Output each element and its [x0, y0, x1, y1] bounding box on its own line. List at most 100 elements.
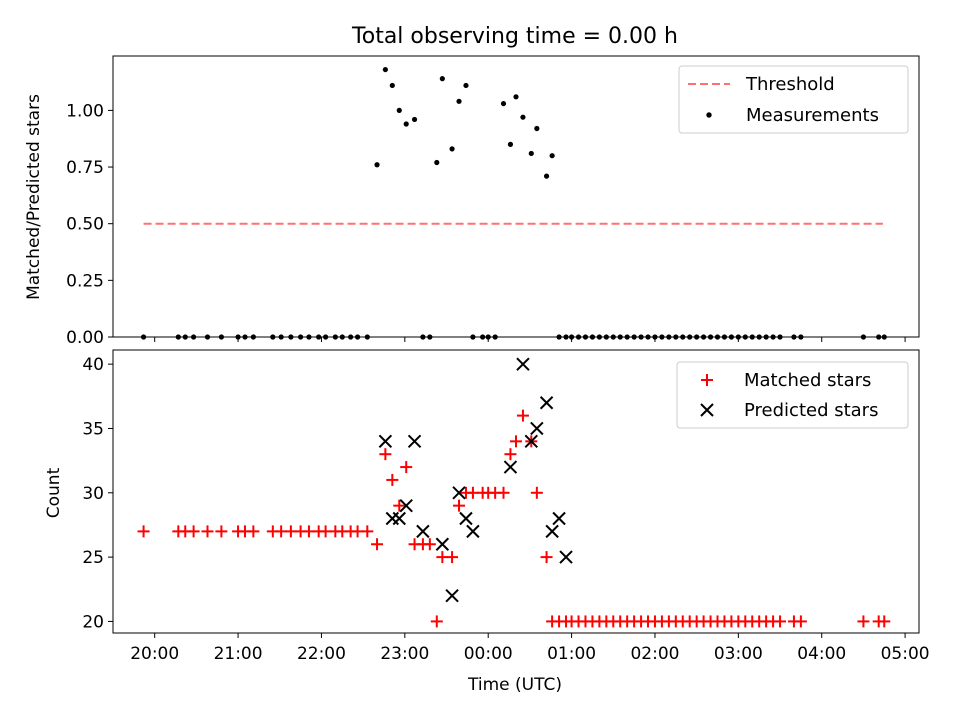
legend-matched-label: Matched stars: [744, 370, 871, 391]
measurement-point: [449, 146, 455, 152]
measurement-point: [420, 334, 426, 340]
predicted-star-point: [399, 498, 413, 513]
measurement-point: [534, 125, 540, 132]
measurement-point: [556, 334, 562, 340]
x-marker-b: [378, 434, 393, 449]
matched-star-point: [857, 615, 870, 628]
measurement-point: [403, 121, 409, 127]
measurement-point: [485, 334, 491, 340]
measurement-point: [175, 334, 181, 340]
measurement-point: [456, 98, 462, 104]
x-marker-b: [516, 357, 530, 371]
measurement-point: [617, 334, 623, 340]
matched-star-point: [400, 461, 413, 474]
measurement-point: [721, 334, 728, 340]
measurement-point: [288, 334, 294, 340]
measurement-point: [589, 334, 596, 340]
measurement-point: [596, 334, 602, 340]
measurement-point: [749, 334, 755, 340]
measurement-point: [427, 334, 433, 340]
predicted-star-point: [459, 511, 473, 526]
measurement-points: [140, 66, 887, 340]
x-marker-b: [407, 434, 422, 449]
predicted-star-point: [407, 434, 422, 449]
matched-star-points: [137, 409, 891, 628]
x-tick-label: 03:00: [714, 644, 763, 664]
predicted-star-point: [435, 537, 450, 551]
measurement-point: [666, 334, 672, 340]
x-marker-b: [503, 460, 518, 474]
measurement-point: [582, 334, 589, 340]
x-marker-b: [700, 403, 714, 417]
measurement-point: [543, 173, 550, 179]
matched-star-point: [530, 486, 543, 499]
matched-star-point: [423, 538, 436, 551]
measurement-point: [470, 334, 476, 340]
measurement-point: [396, 107, 402, 113]
x-axis-label: Time (UTC): [467, 675, 562, 695]
x-tick-label: 04:00: [797, 644, 846, 664]
measurement-point: [777, 334, 783, 340]
matched-star-point: [187, 525, 200, 538]
measurement-point: [278, 334, 284, 340]
x-tick-label: 22:00: [297, 644, 346, 664]
x-tick-label: 00:00: [464, 644, 513, 664]
count-y-label: Count: [44, 467, 64, 518]
legend-threshold-label: Threshold: [745, 74, 835, 95]
y-tick-label: 20: [82, 612, 104, 632]
measurement-point: [520, 114, 526, 120]
matched-star-point: [379, 448, 392, 461]
x-tick-label: 23:00: [380, 644, 429, 664]
measurement-point: [298, 334, 304, 340]
legend-measurement-label: Measurements: [746, 105, 879, 126]
y-tick-label: 0.50: [66, 215, 104, 235]
measurement-point: [480, 334, 486, 340]
measurement-point: [881, 334, 887, 340]
legend-x-marker: [700, 403, 714, 417]
predicted-star-point: [466, 524, 480, 539]
measurement-point: [316, 334, 322, 340]
measurement-point: [645, 334, 651, 340]
measurement-point: [434, 159, 440, 166]
measurement-point: [652, 334, 658, 340]
legend-matched-swatch: [701, 374, 713, 386]
x-marker-b: [552, 511, 566, 526]
ratio-y-axis: 0.00 0.25 0.50 0.75 1.00: [66, 101, 113, 348]
predicted-star-point: [530, 421, 544, 436]
measurement-point: [507, 141, 514, 147]
measurement-point: [348, 334, 354, 340]
measurement-point: [575, 334, 582, 340]
measurement-point: [549, 153, 555, 159]
measurement-point: [218, 334, 224, 340]
measurement-point: [728, 334, 734, 340]
measurement-point: [673, 334, 679, 340]
x-marker-b: [392, 511, 406, 526]
x-marker-b: [545, 524, 559, 539]
x-tick-label: 02:00: [630, 644, 679, 664]
legend-plus-marker: [701, 374, 713, 386]
measurement-point: [742, 334, 748, 340]
ratio-panel: 0.00 0.25 0.50 0.75 1.00 Matched/Predicted s…: [24, 55, 920, 348]
measurement-point: [798, 334, 804, 340]
predicted-star-point: [416, 524, 430, 539]
measurement-point: [756, 334, 762, 340]
measurement-point: [250, 334, 256, 340]
measurement-point: [680, 334, 686, 340]
x-marker-b: [459, 511, 473, 526]
matched-star-point: [247, 525, 260, 538]
measurement-point: [735, 334, 741, 340]
measurement-point: [860, 334, 867, 340]
measurement-point: [500, 100, 507, 107]
y-tick-label: 0.25: [66, 271, 104, 291]
matched-star-point: [430, 615, 443, 628]
matched-star-point: [516, 409, 529, 422]
y-tick-label: 40: [82, 355, 104, 375]
legend-predicted-label: Predicted stars: [744, 400, 878, 421]
y-tick-label: 25: [82, 548, 104, 568]
x-tick-label: 20:00: [130, 644, 179, 664]
x-marker-b: [539, 396, 554, 410]
count-legend: Matched stars Predicted stars: [676, 361, 909, 429]
matched-star-point: [386, 473, 399, 486]
predicted-star-point: [545, 524, 559, 539]
